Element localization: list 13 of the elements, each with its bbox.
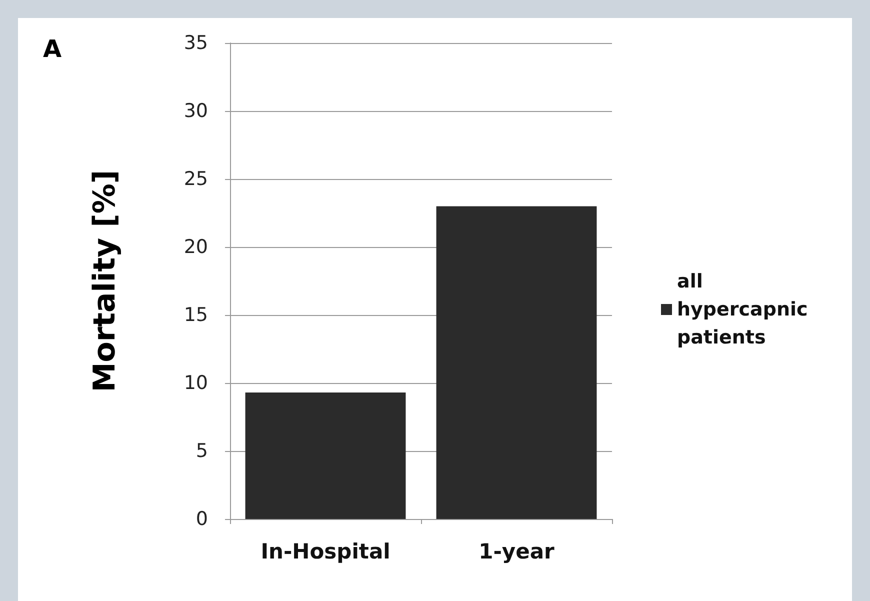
y-axis-title: Mortality [%] xyxy=(88,170,122,392)
y-tick-label: 25 xyxy=(184,168,208,190)
x-tick-label: In-Hospital xyxy=(260,540,390,564)
y-tick-label: 15 xyxy=(184,304,208,326)
y-tick-label: 10 xyxy=(184,372,208,394)
y-tick-label: 20 xyxy=(184,236,208,258)
legend-label: all hypercapnic patients xyxy=(677,270,814,348)
y-tick-label: 0 xyxy=(196,508,208,530)
chart-title: A xyxy=(43,35,62,63)
x-tick-label: 1-year xyxy=(478,540,556,564)
y-tick-label: 35 xyxy=(184,32,208,54)
y-tick-label: 30 xyxy=(184,100,208,122)
y-tick-label: 5 xyxy=(196,440,208,462)
